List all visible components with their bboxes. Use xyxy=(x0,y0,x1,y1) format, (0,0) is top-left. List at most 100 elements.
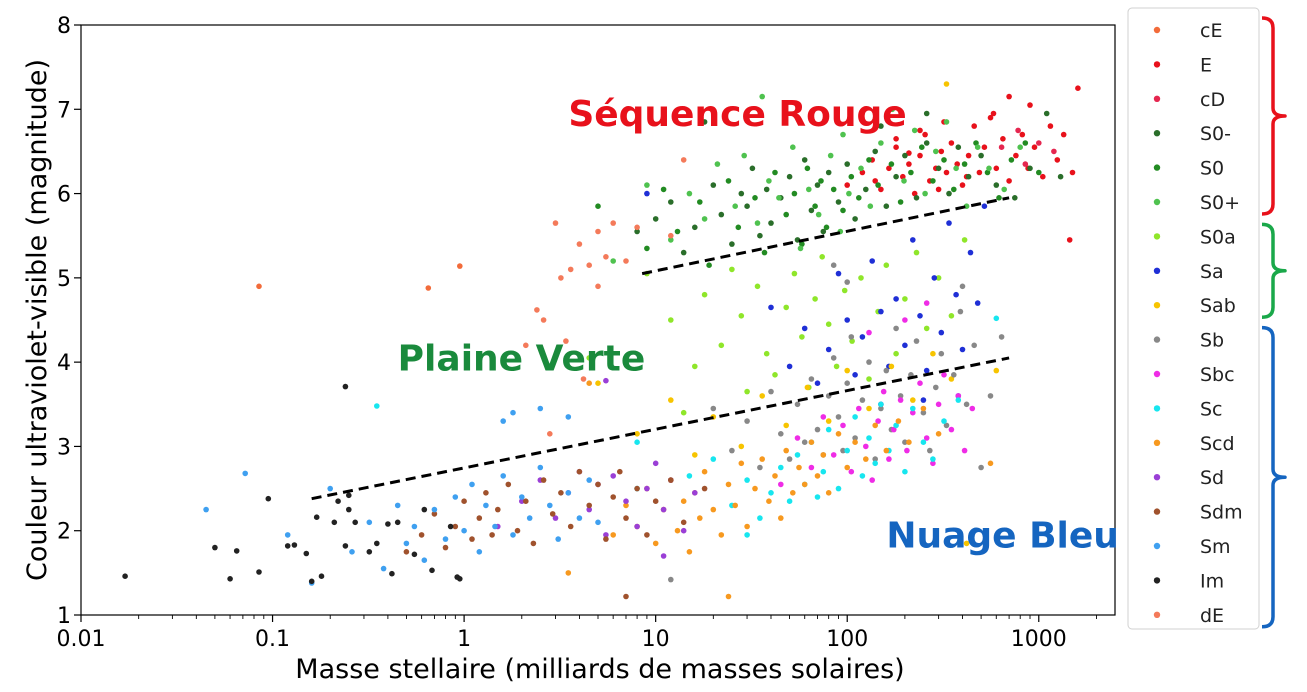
data-point-s0-plus xyxy=(776,195,782,201)
data-point-s0 xyxy=(812,203,818,209)
data-point-sbc xyxy=(902,317,908,323)
data-point-s0 xyxy=(791,190,798,197)
data-point-sab xyxy=(634,431,640,437)
data-point-sm xyxy=(526,515,533,521)
data-point-sdm xyxy=(668,477,674,483)
data-point-s0a xyxy=(858,275,864,281)
data-point-scd xyxy=(790,490,796,496)
data-point-e xyxy=(917,127,923,134)
data-point-s0a xyxy=(701,291,708,298)
data-point-cd xyxy=(1022,161,1029,167)
data-point-sbc xyxy=(969,405,976,412)
data-point-scd xyxy=(710,506,717,513)
data-point-sm xyxy=(519,494,525,500)
data-point-s0a xyxy=(692,363,698,370)
data-point-sab xyxy=(692,452,698,458)
data-point-s0 xyxy=(856,195,862,201)
data-point-sb xyxy=(938,350,945,357)
data-point-e xyxy=(938,148,945,155)
data-point-sdm xyxy=(549,511,556,517)
data-point-sc xyxy=(866,435,872,441)
data-point-s0 xyxy=(772,169,778,176)
legend-label: S0a xyxy=(1200,226,1236,248)
data-point-ce xyxy=(425,285,432,291)
data-point-s0-minus xyxy=(1027,165,1033,172)
data-point-scd xyxy=(883,447,890,454)
data-point-im xyxy=(342,543,349,549)
dividing-line-lower xyxy=(311,356,1010,501)
data-point-scd xyxy=(686,549,693,555)
data-point-sa xyxy=(825,346,832,353)
data-point-sa xyxy=(768,304,774,311)
data-point-im xyxy=(447,523,454,530)
data-point-de xyxy=(668,232,674,239)
data-point-e xyxy=(1040,173,1046,180)
data-point-sa xyxy=(920,397,927,403)
data-point-sd xyxy=(586,506,592,513)
data-point-sbc xyxy=(891,426,897,433)
data-point-sdm xyxy=(634,485,640,492)
data-point-sa xyxy=(938,329,945,336)
region-label: Plaine Verte xyxy=(398,339,646,380)
legend-marker xyxy=(1153,405,1161,412)
data-point-s0-minus xyxy=(852,216,858,222)
data-point-s0 xyxy=(996,195,1002,201)
data-point-sm xyxy=(595,519,601,526)
data-point-de xyxy=(576,241,583,247)
data-point-im xyxy=(385,521,391,527)
data-point-sa xyxy=(786,363,793,370)
data-point-im xyxy=(374,540,380,547)
data-point-sa xyxy=(852,372,858,378)
data-point-sbc xyxy=(910,409,916,416)
data-point-e xyxy=(906,161,912,167)
data-point-s0a xyxy=(812,296,818,302)
data-point-sd xyxy=(660,553,667,559)
data-point-sd xyxy=(623,498,629,505)
data-point-sa xyxy=(869,258,875,264)
data-point-s0a xyxy=(763,350,770,357)
data-point-sb xyxy=(757,464,763,471)
y-tick-label: 7 xyxy=(57,98,71,123)
legend-marker xyxy=(1153,26,1161,34)
data-point-s0-plus xyxy=(1017,144,1023,150)
data-point-sa xyxy=(981,203,988,209)
data-point-e xyxy=(1069,169,1076,176)
data-point-im xyxy=(212,544,218,551)
legend-marker xyxy=(1153,61,1161,68)
data-point-sdm xyxy=(576,468,583,475)
data-point-sd xyxy=(603,532,609,538)
data-point-sb xyxy=(872,456,878,462)
data-point-sdm xyxy=(567,523,574,530)
data-point-s0-minus xyxy=(718,211,725,218)
data-point-sb xyxy=(927,447,933,454)
data-point-sm xyxy=(555,536,561,542)
data-point-sb xyxy=(920,409,927,416)
data-point-s0-minus xyxy=(923,110,930,117)
legend-label: Sbc xyxy=(1200,364,1235,386)
data-point-sb xyxy=(808,376,815,382)
data-point-e xyxy=(859,169,866,176)
data-point-s0 xyxy=(799,241,805,247)
data-point-sc xyxy=(786,498,793,505)
data-point-sb xyxy=(933,384,939,391)
data-point-sb xyxy=(902,439,908,446)
data-point-s0 xyxy=(644,245,650,252)
data-point-sm xyxy=(203,506,209,513)
data-point-sc xyxy=(744,477,750,483)
data-point-cd xyxy=(1051,148,1057,155)
data-point-s0-plus xyxy=(766,178,772,184)
data-point-sbc xyxy=(820,414,827,420)
dividing-lines xyxy=(311,196,1010,501)
data-point-sc xyxy=(757,515,763,521)
data-point-e xyxy=(844,182,850,188)
data-point-s0 xyxy=(888,161,895,167)
data-point-s0 xyxy=(823,224,830,231)
data-point-e xyxy=(943,169,950,176)
data-point-s0 xyxy=(840,207,846,214)
data-point-de xyxy=(580,376,587,382)
data-point-sb xyxy=(951,372,957,378)
legend: cE EcD S0- S0 S0+ S0a Sa Sab Sb Sbc Sc Scd Sd Sdm Sm Im… xyxy=(1127,7,1260,630)
data-point-sdm xyxy=(652,498,659,505)
data-point-sm xyxy=(500,418,507,424)
data-point-s0-minus xyxy=(757,232,763,239)
